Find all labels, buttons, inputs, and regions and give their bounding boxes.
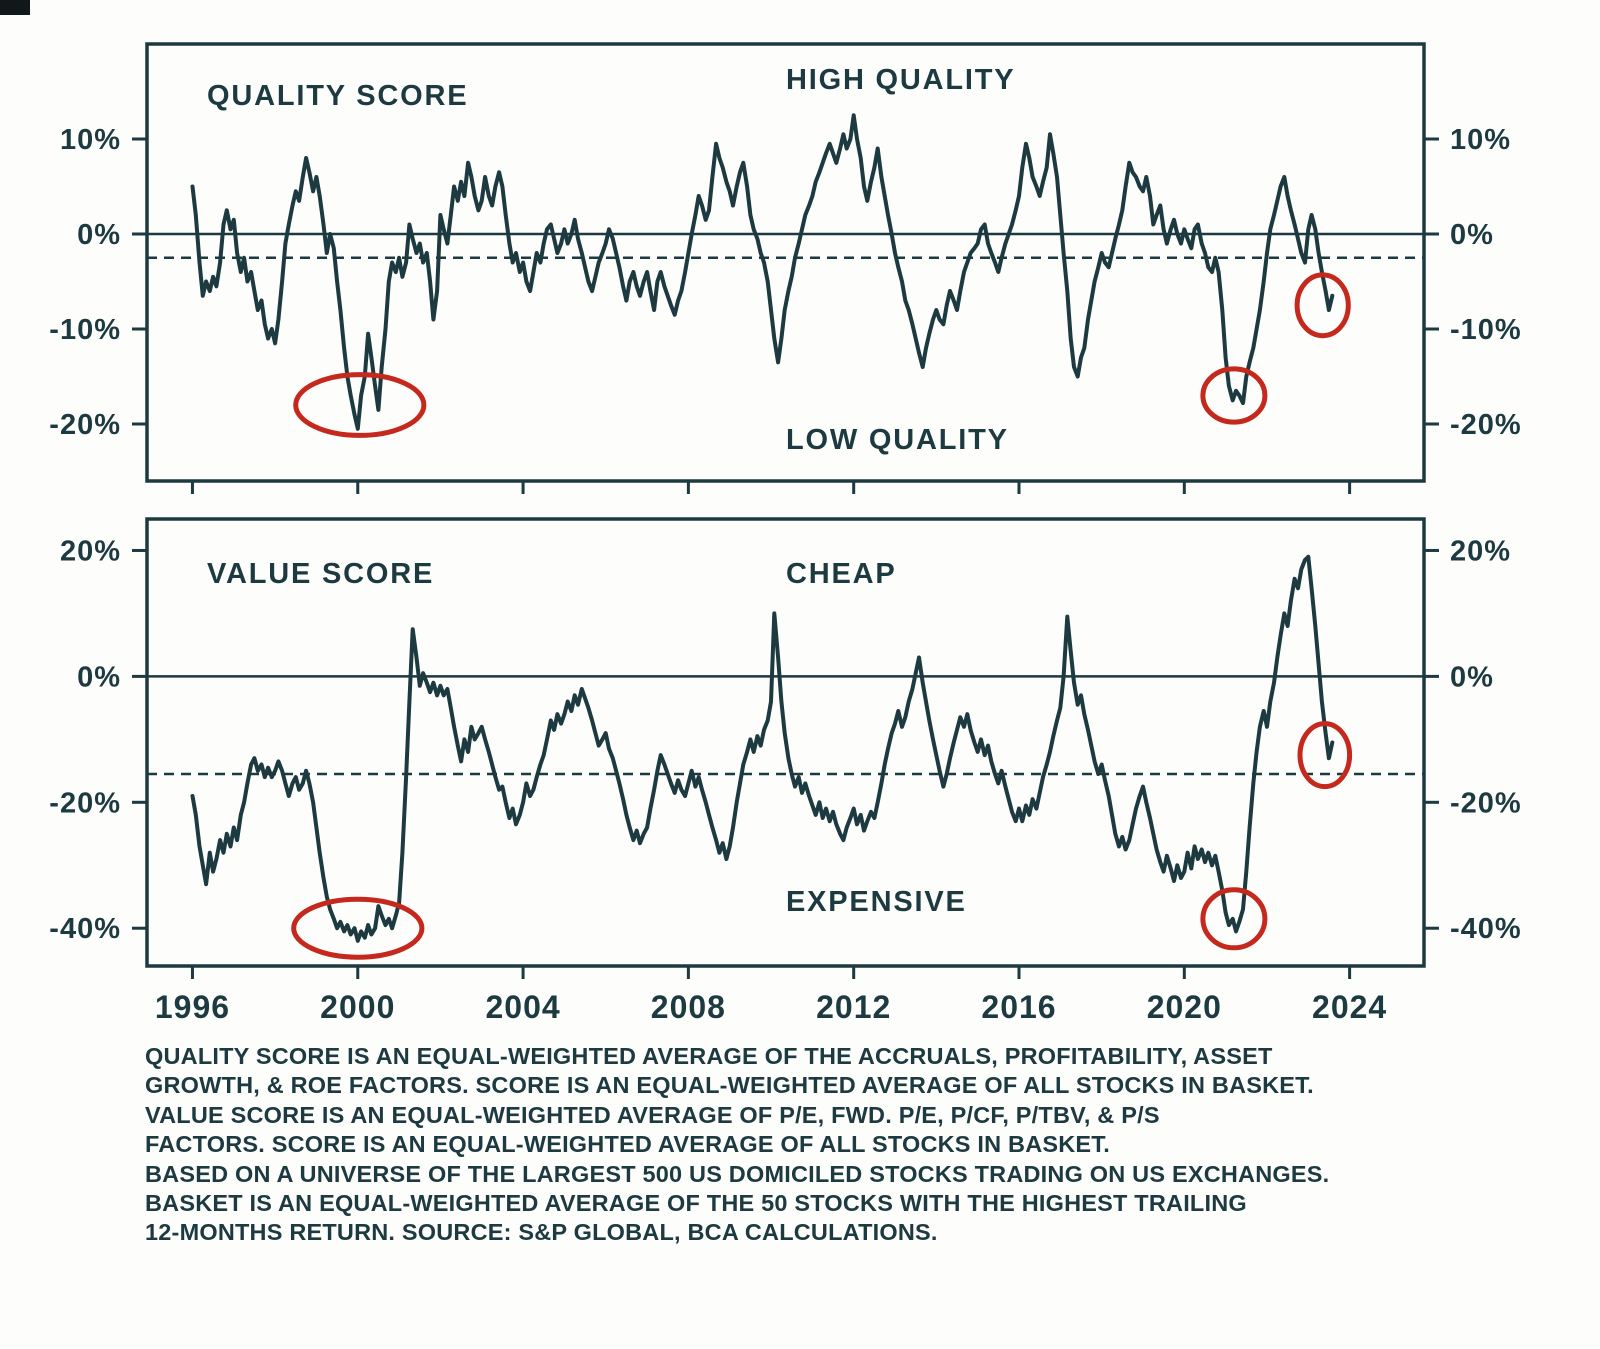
svg-text:0%: 0% [1450, 661, 1494, 693]
footnote-line: FACTORS. SCORE IS AN EQUAL-WEIGHTED AVER… [145, 1131, 1110, 1158]
quality-low-label: LOW QUALITY [786, 424, 1009, 456]
svg-text:-20%: -20% [49, 787, 121, 819]
svg-text:-40%: -40% [49, 913, 121, 945]
svg-text:0%: 0% [77, 661, 121, 693]
value-panel-title: VALUE SCORE [207, 558, 435, 590]
svg-text:-10%: -10% [1450, 314, 1522, 346]
footnote-line: 12-MONTHS RETURN. SOURCE: S&P GLOBAL, BC… [145, 1219, 938, 1246]
footnote-line: QUALITY SCORE IS AN EQUAL-WEIGHTED AVERA… [145, 1043, 1273, 1069]
footnote-line: GROWTH, & ROE FACTORS. SCORE IS AN EQUAL… [145, 1072, 1314, 1099]
score-charts-canvas: 10% 10% 0% 0% -10% -10% -20% -20% 20% 20% 0% 0% -20%… [49, 42, 1522, 1025]
svg-text:20%: 20% [1450, 535, 1511, 567]
svg-text:2016: 2016 [981, 989, 1056, 1025]
svg-text:-20%: -20% [49, 409, 121, 441]
svg-text:10%: 10% [60, 124, 121, 156]
svg-text:2012: 2012 [816, 989, 891, 1025]
svg-text:-20%: -20% [1450, 787, 1522, 819]
footnote-line: BASKET IS AN EQUAL-WEIGHTED AVERAGE OF T… [145, 1190, 1247, 1217]
footnote: QUALITY SCORE IS AN EQUAL-WEIGHTED AVERA… [145, 1042, 1535, 1248]
svg-text:1996: 1996 [155, 989, 230, 1025]
svg-text:2000: 2000 [320, 989, 395, 1025]
quality-high-label: HIGH QUALITY [786, 64, 1016, 96]
svg-text:-10%: -10% [49, 314, 121, 346]
quality-panel-title: QUALITY SCORE [207, 80, 469, 112]
value-cheap-label: CHEAP [786, 558, 897, 590]
svg-text:0%: 0% [1450, 219, 1494, 251]
svg-text:-20%: -20% [1450, 409, 1522, 441]
svg-text:-40%: -40% [1450, 913, 1522, 945]
svg-text:2008: 2008 [651, 989, 726, 1025]
crop-artifact [0, 0, 30, 15]
footnote-line: VALUE SCORE IS AN EQUAL-WEIGHTED AVERAGE… [145, 1101, 1160, 1128]
footnote-line: BASED ON A UNIVERSE OF THE LARGEST 500 U… [145, 1160, 1330, 1187]
svg-text:10%: 10% [1450, 124, 1511, 156]
svg-text:2024: 2024 [1312, 989, 1387, 1025]
svg-text:20%: 20% [60, 535, 121, 567]
svg-text:0%: 0% [77, 219, 121, 251]
svg-text:2004: 2004 [485, 989, 560, 1025]
value-expensive-label: EXPENSIVE [786, 886, 967, 918]
svg-text:2020: 2020 [1147, 989, 1222, 1025]
